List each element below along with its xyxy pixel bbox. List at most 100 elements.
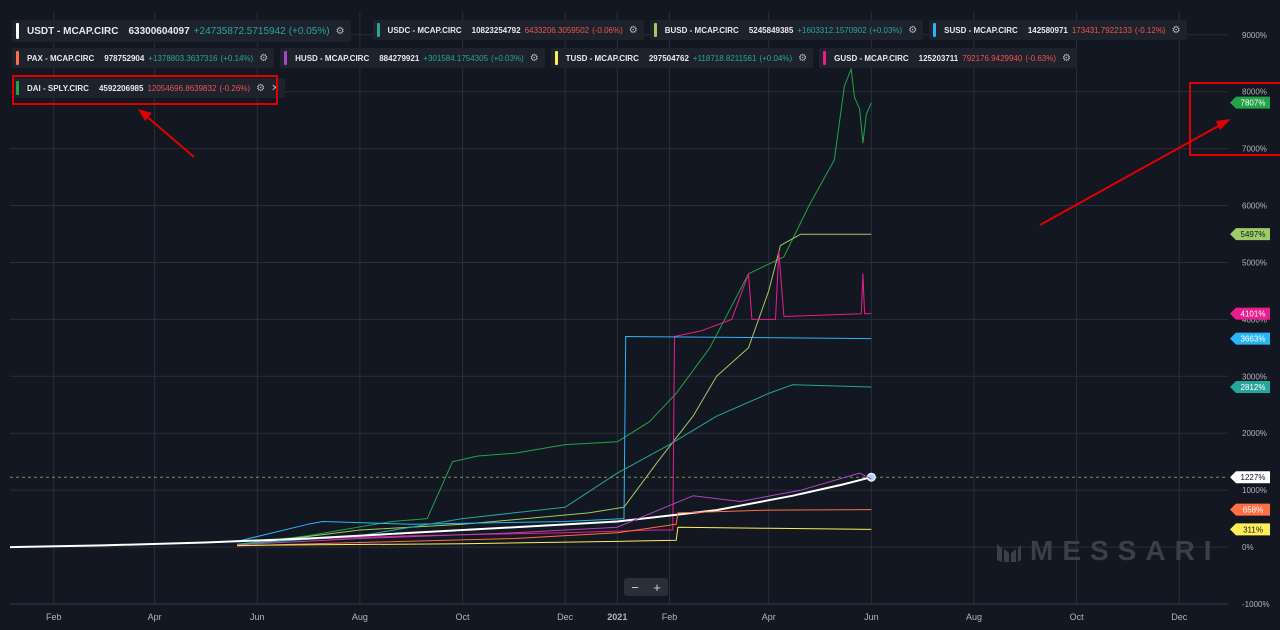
series-group <box>9 68 876 549</box>
legend-change: 6433206.3059502 <box>524 25 590 35</box>
series-line <box>237 384 872 545</box>
legend-value: 125203711 <box>918 53 959 63</box>
x-tick-label: Jun <box>250 612 265 622</box>
y-tick-label: 9000% <box>1242 31 1267 40</box>
y-tick-label: 7000% <box>1242 145 1267 154</box>
legend-percent: (-0.06%) <box>592 25 623 35</box>
x-tick-label: Oct <box>1070 612 1085 622</box>
y-tick-label: 1000% <box>1242 486 1267 495</box>
legend-item-usdt[interactable]: USDT - MCAP.CIRC 63300604097 +24735872.5… <box>12 20 351 42</box>
price-label: 4101% <box>1230 307 1270 320</box>
legend-symbol: PAX - MCAP.CIRC <box>27 53 95 63</box>
legend-percent: (+0.03%) <box>491 53 524 63</box>
legend-item-usdc[interactable]: USDC - MCAP.CIRC 10823254792 6433206.305… <box>372 20 644 40</box>
gear-icon[interactable]: ⚙ <box>256 82 266 94</box>
price-label: 7807% <box>1230 96 1270 109</box>
price-label-text: 658% <box>1243 506 1263 515</box>
legend-symbol: USDT - MCAP.CIRC <box>27 25 119 37</box>
legend-item-dai[interactable]: DAI - SPLY.CIRC 4592206985 12054696.8639… <box>12 78 286 98</box>
price-label-text: 4101% <box>1241 310 1266 319</box>
legend-symbol: SUSD - MCAP.CIRC <box>944 25 1018 35</box>
legend-value: 10823254792 <box>471 25 521 35</box>
legend-change: 173431.7922133 <box>1071 25 1132 35</box>
legend-change: +301584.1754305 <box>423 53 489 63</box>
series-color-swatch <box>823 51 827 65</box>
price-label: 2812% <box>1230 381 1270 394</box>
price-label: 658% <box>1230 503 1270 516</box>
legend-symbol: BUSD - MCAP.CIRC <box>664 25 739 35</box>
x-tick-label: Dec <box>557 612 574 622</box>
x-axis: Feb Apr Jun Aug Oct Dec 2021 Feb Apr Jun Aug Oct Dec <box>10 603 1228 622</box>
gear-icon[interactable]: ⚙ <box>908 24 918 36</box>
legend-percent: (+0.03%) <box>869 25 903 35</box>
price-label-bg <box>1230 96 1270 109</box>
legend-symbol: USDC - MCAP.CIRC <box>387 25 462 35</box>
legend-change: +1378803.3637316 <box>148 53 218 63</box>
price-label-text: 311% <box>1243 525 1263 534</box>
x-tick-label: 2021 <box>607 612 627 622</box>
y-tick-label: 0% <box>1242 543 1254 552</box>
series-color-swatch <box>554 51 558 65</box>
legend-percent: (+0.04%) <box>759 53 793 63</box>
x-tick-label: Apr <box>762 612 776 622</box>
legend-symbol: GUSD - MCAP.CIRC <box>834 53 909 63</box>
series-color-swatch <box>16 51 19 65</box>
series-color-swatch <box>16 81 19 95</box>
price-label-bg <box>1230 523 1270 536</box>
series-line <box>237 509 872 547</box>
series-line <box>237 68 872 545</box>
legend-symbol: DAI - SPLY.CIRC <box>27 83 89 93</box>
legend-change: +118718.8211561 <box>692 53 757 63</box>
annotation-box-price-label <box>1189 82 1280 156</box>
legend-change: +1603312.1570902 <box>797 25 867 35</box>
x-tick-label: Jun <box>864 612 879 622</box>
minus-icon[interactable]: − <box>631 579 639 595</box>
legend-row-3: DAI - SPLY.CIRC 4592206985 12054696.8639… <box>12 74 1072 98</box>
series-color-swatch <box>933 23 937 37</box>
y-tick-label: 5000% <box>1242 258 1267 267</box>
x-tick-label: Feb <box>46 612 62 622</box>
series-color-swatch <box>16 23 19 39</box>
legend-item-gusd[interactable]: GUSD - MCAP.CIRC 125203711 792176.942994… <box>819 48 1077 68</box>
legend-percent: (-0.12%) <box>1134 25 1166 35</box>
watermark: MESSARI <box>1030 535 1221 566</box>
price-label-bg <box>1230 471 1270 484</box>
legend-value: 63300604097 <box>128 25 190 37</box>
price-label-bg <box>1230 503 1270 516</box>
series-line <box>9 476 872 549</box>
legend-item-susd[interactable]: SUSD - MCAP.CIRC 142580971 173431.792213… <box>929 20 1187 40</box>
legend-percent: (+0.05%) <box>288 25 330 37</box>
price-label: 1227% <box>1230 471 1270 484</box>
legend-change: 12054696.8639832 <box>147 83 217 93</box>
price-label: 311% <box>1230 523 1270 536</box>
messari-logo-icon <box>997 544 1021 562</box>
legend-value: 297504762 <box>648 53 689 63</box>
y-axis: -1000% 0% 1000% 2000% 3000% 4000% 5000% 6000% 70… <box>1230 31 1270 609</box>
legend-value: 884279921 <box>379 53 420 63</box>
x-tick-label: Feb <box>662 612 678 622</box>
legend-item-husd[interactable]: HUSD - MCAP.CIRC 884279921 +301584.17543… <box>280 48 545 68</box>
legend-row-1: USDT - MCAP.CIRC 63300604097 +24735872.5… <box>12 20 1187 42</box>
close-icon[interactable]: ✕ <box>271 82 280 94</box>
legend-item-tusd[interactable]: TUSD - MCAP.CIRC 297504762 +118718.82115… <box>550 48 814 68</box>
legend-item-pax[interactable]: PAX - MCAP.CIRC 978752904 +1378803.36373… <box>12 48 275 68</box>
legend-item-busd[interactable]: BUSD - MCAP.CIRC 5245849385 +1603312.157… <box>649 20 924 40</box>
legend-symbol: TUSD - MCAP.CIRC <box>565 53 639 63</box>
gear-icon[interactable]: ⚙ <box>335 25 345 37</box>
plus-icon[interactable]: + <box>653 579 661 595</box>
gear-icon[interactable]: ⚙ <box>1062 52 1071 64</box>
gear-icon[interactable]: ⚙ <box>529 52 539 64</box>
gear-icon[interactable]: ⚙ <box>1171 24 1181 36</box>
gear-icon[interactable]: ⚙ <box>798 52 808 64</box>
legend-change: 792176.9429940 <box>962 53 1023 63</box>
legend-value: 978752904 <box>104 53 145 63</box>
price-label-bg <box>1230 332 1270 345</box>
price-label-bg <box>1230 307 1270 320</box>
series-line <box>237 472 872 546</box>
gear-icon[interactable]: ⚙ <box>628 24 638 36</box>
price-label: 3663% <box>1230 332 1270 345</box>
gear-icon[interactable]: ⚙ <box>259 52 269 64</box>
price-label-text: 5497% <box>1241 230 1266 239</box>
